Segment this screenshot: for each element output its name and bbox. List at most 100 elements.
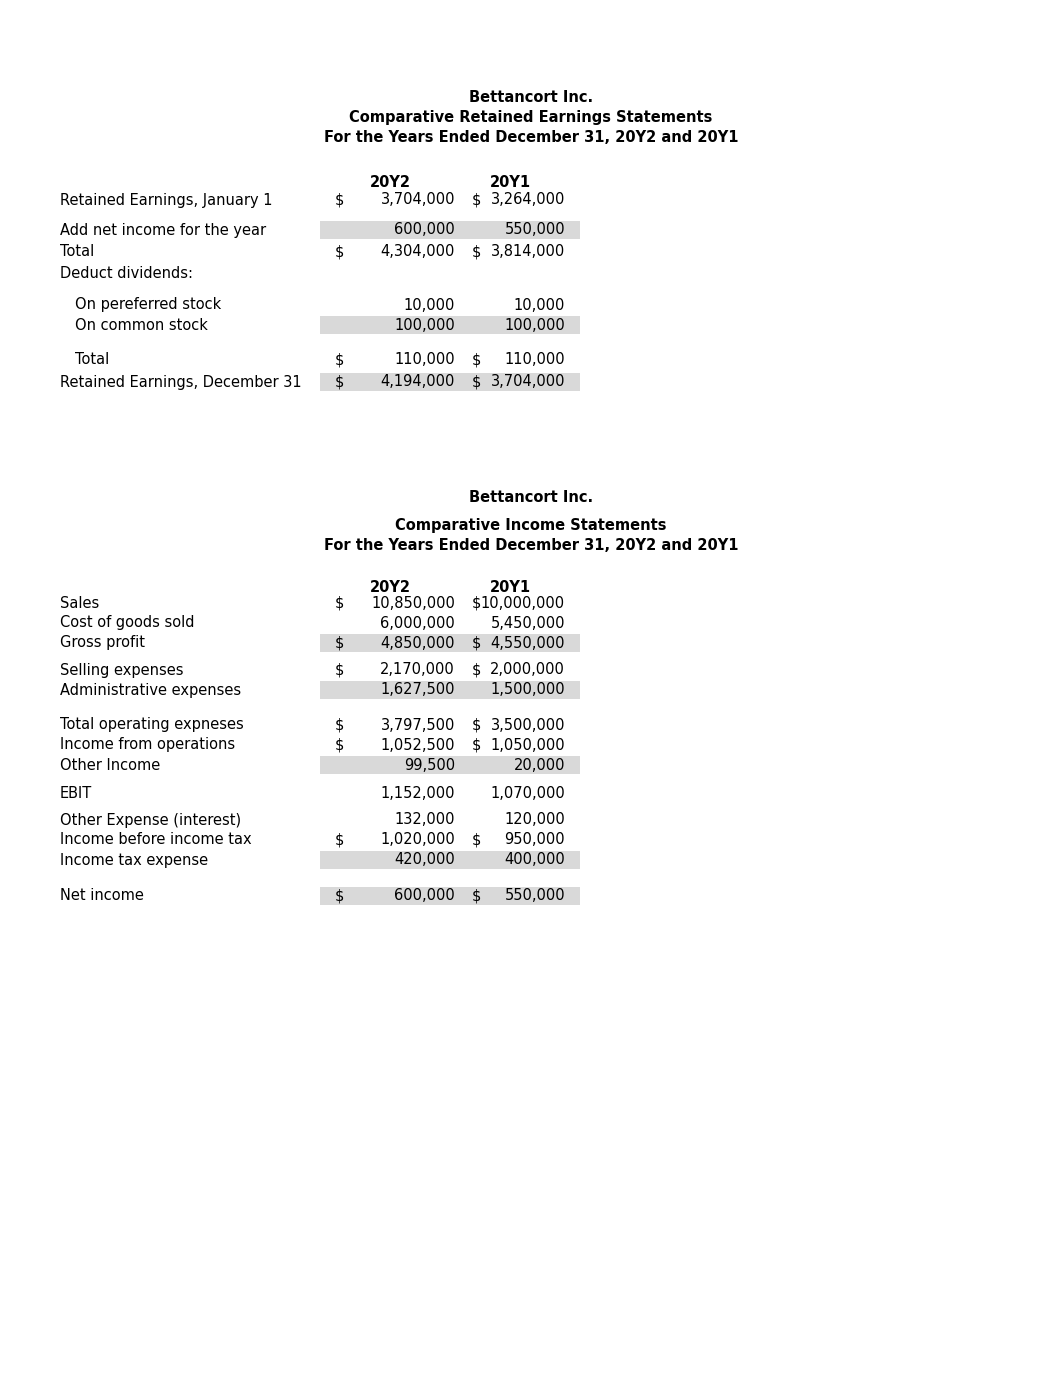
Text: 120,000: 120,000 — [504, 812, 565, 828]
Text: 100,000: 100,000 — [394, 318, 455, 332]
Text: Bettancort Inc.: Bettancort Inc. — [469, 90, 593, 105]
Text: 4,304,000: 4,304,000 — [380, 245, 455, 259]
Bar — [320, 851, 580, 869]
Text: Comparative Retained Earnings Statements: Comparative Retained Earnings Statements — [349, 110, 713, 125]
Bar — [320, 682, 580, 700]
Text: Selling expenses: Selling expenses — [59, 662, 184, 677]
Text: 5,450,000: 5,450,000 — [491, 616, 565, 631]
Text: Other Income: Other Income — [59, 757, 160, 772]
Text: $: $ — [472, 662, 481, 677]
Text: 4,194,000: 4,194,000 — [380, 375, 455, 390]
Text: Add net income for the year: Add net income for the year — [59, 223, 267, 237]
Text: 110,000: 110,000 — [394, 353, 455, 368]
Text: 3,814,000: 3,814,000 — [491, 245, 565, 259]
Text: $: $ — [335, 636, 344, 650]
Text: 2,000,000: 2,000,000 — [491, 662, 565, 677]
Text: $: $ — [472, 833, 481, 847]
Text: 100,000: 100,000 — [504, 318, 565, 332]
Text: Bettancort Inc.: Bettancort Inc. — [469, 490, 593, 505]
Text: 20Y1: 20Y1 — [490, 580, 531, 595]
Text: Income before income tax: Income before income tax — [59, 833, 252, 847]
Text: 3,264,000: 3,264,000 — [491, 193, 565, 208]
Text: Administrative expenses: Administrative expenses — [59, 683, 241, 698]
Bar — [320, 220, 580, 240]
Text: $: $ — [335, 595, 344, 610]
Text: $: $ — [472, 738, 481, 752]
Text: 132,000: 132,000 — [394, 812, 455, 828]
Text: $: $ — [472, 193, 481, 208]
Text: 20Y2: 20Y2 — [370, 175, 411, 190]
Text: 110,000: 110,000 — [504, 353, 565, 368]
Text: On common stock: On common stock — [75, 318, 208, 332]
Text: 1,052,500: 1,052,500 — [380, 738, 455, 752]
Text: 950,000: 950,000 — [504, 833, 565, 847]
Text: $: $ — [335, 738, 344, 752]
Text: 10,000,000: 10,000,000 — [481, 595, 565, 610]
Text: $: $ — [472, 595, 481, 610]
Text: $: $ — [335, 717, 344, 733]
Text: 600,000: 600,000 — [394, 888, 455, 903]
Text: Total: Total — [75, 353, 109, 368]
Text: 10,850,000: 10,850,000 — [371, 595, 455, 610]
Text: $: $ — [472, 636, 481, 650]
Text: On pereferred stock: On pereferred stock — [75, 297, 221, 313]
Text: 400,000: 400,000 — [504, 852, 565, 868]
Text: 10,000: 10,000 — [404, 297, 455, 313]
Text: 20Y2: 20Y2 — [370, 580, 411, 595]
Text: Retained Earnings, January 1: Retained Earnings, January 1 — [59, 193, 273, 208]
Text: $: $ — [335, 193, 344, 208]
Text: For the Years Ended December 31, 20Y2 and 20Y1: For the Years Ended December 31, 20Y2 an… — [324, 538, 738, 554]
Bar — [320, 633, 580, 651]
Text: 2,170,000: 2,170,000 — [380, 662, 455, 677]
Text: Other Expense (interest): Other Expense (interest) — [59, 812, 241, 828]
Text: $: $ — [472, 375, 481, 390]
Text: $: $ — [335, 353, 344, 368]
Bar — [320, 887, 580, 905]
Text: Total: Total — [59, 245, 95, 259]
Text: Gross profit: Gross profit — [59, 636, 145, 650]
Text: 3,704,000: 3,704,000 — [491, 375, 565, 390]
Text: 4,550,000: 4,550,000 — [491, 636, 565, 650]
Text: Income tax expense: Income tax expense — [59, 852, 208, 868]
Text: Net income: Net income — [59, 888, 143, 903]
Text: 4,850,000: 4,850,000 — [380, 636, 455, 650]
Text: 3,500,000: 3,500,000 — [491, 717, 565, 733]
Text: $: $ — [472, 717, 481, 733]
Text: 1,627,500: 1,627,500 — [380, 683, 455, 698]
Text: 10,000: 10,000 — [514, 297, 565, 313]
Text: $: $ — [472, 353, 481, 368]
Text: Comparative Income Statements: Comparative Income Statements — [395, 518, 667, 533]
Text: 600,000: 600,000 — [394, 223, 455, 237]
Text: 1,070,000: 1,070,000 — [491, 785, 565, 800]
Text: Income from operations: Income from operations — [59, 738, 235, 752]
Text: 3,797,500: 3,797,500 — [380, 717, 455, 733]
Text: 550,000: 550,000 — [504, 223, 565, 237]
Text: Total operating expneses: Total operating expneses — [59, 717, 244, 733]
Text: 20,000: 20,000 — [514, 757, 565, 772]
Text: 550,000: 550,000 — [504, 888, 565, 903]
Text: $: $ — [472, 888, 481, 903]
Text: 1,152,000: 1,152,000 — [380, 785, 455, 800]
Text: $: $ — [335, 375, 344, 390]
Text: $: $ — [335, 888, 344, 903]
Bar — [320, 756, 580, 774]
Text: $: $ — [335, 662, 344, 677]
Text: 420,000: 420,000 — [394, 852, 455, 868]
Text: 3,704,000: 3,704,000 — [380, 193, 455, 208]
Text: Cost of goods sold: Cost of goods sold — [59, 616, 194, 631]
Bar — [320, 315, 580, 335]
Text: EBIT: EBIT — [59, 785, 92, 800]
Text: $: $ — [335, 833, 344, 847]
Text: 6,000,000: 6,000,000 — [380, 616, 455, 631]
Text: Retained Earnings, December 31: Retained Earnings, December 31 — [59, 375, 302, 390]
Text: For the Years Ended December 31, 20Y2 and 20Y1: For the Years Ended December 31, 20Y2 an… — [324, 129, 738, 145]
Text: 1,050,000: 1,050,000 — [491, 738, 565, 752]
Text: 20Y1: 20Y1 — [490, 175, 531, 190]
Text: 1,020,000: 1,020,000 — [380, 833, 455, 847]
Text: $: $ — [335, 245, 344, 259]
Text: $: $ — [472, 245, 481, 259]
Text: 1,500,000: 1,500,000 — [491, 683, 565, 698]
Bar — [320, 373, 580, 391]
Text: Sales: Sales — [59, 595, 99, 610]
Text: 99,500: 99,500 — [404, 757, 455, 772]
